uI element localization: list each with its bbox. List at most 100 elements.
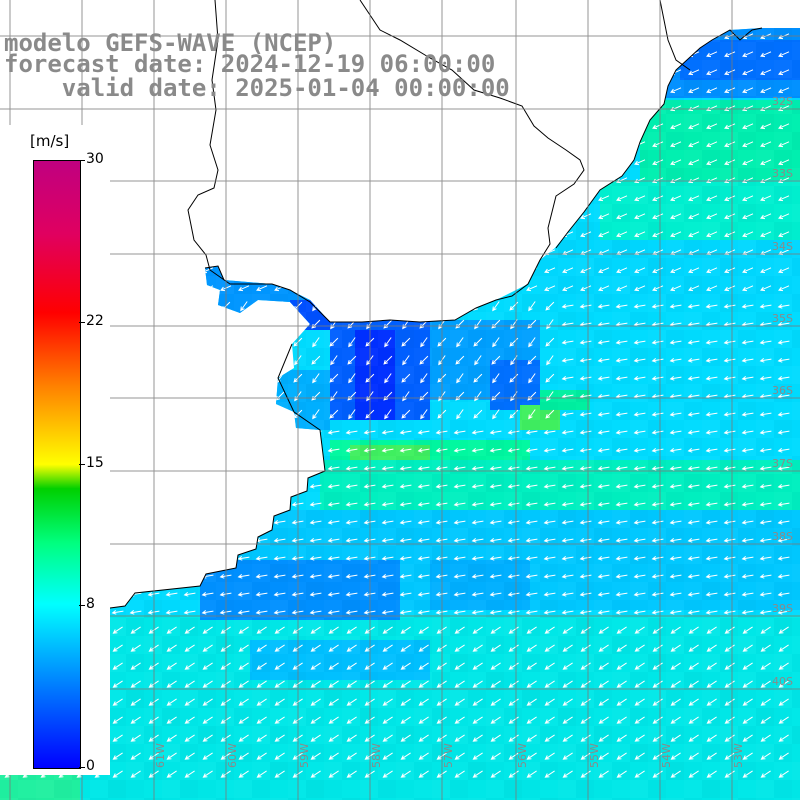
wind-arrow bbox=[633, 574, 646, 579]
wind-arrow bbox=[742, 734, 753, 742]
field-cell bbox=[234, 708, 252, 726]
wind-speed-patch bbox=[540, 390, 590, 410]
wind-arrow bbox=[490, 734, 501, 742]
wind-arrow bbox=[111, 610, 124, 615]
wind-arrow bbox=[706, 69, 718, 76]
wind-arrow bbox=[382, 626, 393, 634]
field-cell bbox=[180, 672, 198, 690]
wind-arrow bbox=[615, 520, 628, 525]
wind-arrow bbox=[490, 644, 501, 652]
wind-arrow bbox=[525, 430, 538, 435]
wind-arrow bbox=[706, 285, 718, 292]
field-cell bbox=[414, 564, 432, 582]
wind-arrow bbox=[687, 538, 700, 543]
field-cell bbox=[360, 492, 378, 510]
field-cell bbox=[144, 672, 162, 690]
field-cell bbox=[396, 510, 414, 528]
field-cell bbox=[162, 636, 180, 654]
colorbar-tick-mark bbox=[79, 767, 85, 768]
field-cell bbox=[558, 690, 576, 708]
colorbar-tick-mark bbox=[79, 160, 85, 161]
field-cell bbox=[252, 672, 270, 690]
field-cell bbox=[324, 618, 342, 636]
field-cell bbox=[666, 528, 684, 546]
wind-arrow bbox=[778, 770, 789, 778]
wind-arrow bbox=[382, 662, 393, 670]
field-cell bbox=[342, 762, 360, 780]
field-cell bbox=[594, 618, 612, 636]
wind-arrow bbox=[760, 69, 772, 76]
field-cell bbox=[702, 708, 720, 726]
field-cell bbox=[684, 780, 702, 798]
wind-arrow bbox=[184, 716, 195, 724]
field-cell bbox=[180, 744, 198, 762]
field-cell bbox=[792, 186, 800, 204]
wind-arrow bbox=[580, 626, 591, 634]
field-cell bbox=[684, 564, 702, 582]
field-cell bbox=[612, 240, 630, 258]
field-cell bbox=[288, 600, 306, 618]
wind-arrow bbox=[473, 337, 483, 347]
field-cell bbox=[702, 150, 720, 168]
field-cell bbox=[540, 762, 558, 780]
wind-arrow bbox=[544, 285, 556, 292]
field-cell bbox=[684, 150, 702, 168]
wind-arrow bbox=[508, 662, 519, 670]
field-cell bbox=[522, 492, 540, 510]
field-cell bbox=[630, 240, 648, 258]
wind-arrow bbox=[778, 123, 790, 130]
field-cell bbox=[270, 726, 288, 744]
wind-arrow bbox=[723, 520, 736, 525]
wind-arrow bbox=[508, 770, 519, 778]
wind-arrow bbox=[778, 285, 790, 292]
field-cell bbox=[756, 582, 774, 600]
wind-arrow bbox=[723, 484, 736, 489]
wind-arrow bbox=[274, 770, 285, 778]
field-cell bbox=[468, 690, 486, 708]
wind-arrow bbox=[561, 340, 574, 345]
wind-arrow bbox=[345, 574, 358, 579]
wind-arrow bbox=[777, 538, 790, 543]
wind-arrow bbox=[742, 159, 754, 166]
field-cell bbox=[738, 150, 756, 168]
field-cell bbox=[288, 654, 306, 672]
field-cell bbox=[306, 510, 324, 528]
wind-arrow bbox=[472, 734, 483, 742]
wind-arrow bbox=[687, 484, 700, 489]
wind-arrow bbox=[525, 484, 538, 489]
field-cell bbox=[306, 492, 324, 510]
wind-arrow bbox=[471, 430, 484, 435]
wind-arrow bbox=[597, 340, 610, 345]
field-cell bbox=[792, 258, 800, 276]
field-cell bbox=[504, 510, 522, 528]
wind-arrow bbox=[669, 358, 682, 363]
wind-arrow bbox=[345, 430, 358, 435]
field-cell bbox=[720, 204, 738, 222]
wind-arrow bbox=[256, 752, 267, 760]
field-cell bbox=[576, 582, 594, 600]
wind-arrow bbox=[742, 231, 754, 238]
wind-arrow bbox=[543, 556, 556, 561]
wind-arrow bbox=[670, 752, 681, 760]
field-cell bbox=[702, 402, 720, 420]
field-cell bbox=[432, 672, 450, 690]
field-cell bbox=[702, 582, 720, 600]
field-cell bbox=[702, 384, 720, 402]
wind-arrow bbox=[687, 556, 700, 561]
wind-arrow bbox=[778, 680, 789, 688]
wind-arrow bbox=[166, 752, 177, 760]
wind-arrow bbox=[597, 412, 610, 417]
field-cell bbox=[324, 636, 342, 654]
field-cell bbox=[702, 204, 720, 222]
field-cell bbox=[558, 258, 576, 276]
wind-arrow bbox=[202, 662, 213, 670]
wind-arrow bbox=[399, 484, 412, 489]
wind-speed-patch bbox=[320, 460, 800, 510]
field-cell bbox=[522, 564, 540, 582]
field-cell bbox=[594, 384, 612, 402]
wind-arrow bbox=[491, 355, 501, 365]
wind-arrow bbox=[184, 752, 195, 760]
wind-arrow bbox=[561, 574, 574, 579]
wind-arrow bbox=[312, 337, 320, 348]
